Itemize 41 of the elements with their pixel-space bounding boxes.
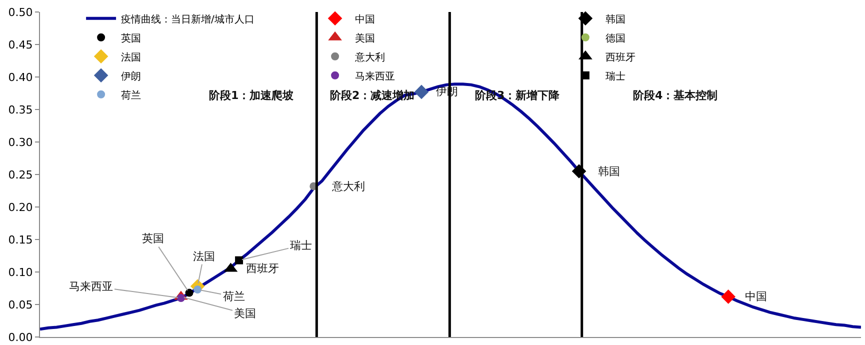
y-tick-label: 0.05 (8, 298, 33, 312)
y-tick-label: 0.40 (8, 70, 33, 84)
y-tick-label: 0.20 (8, 200, 33, 214)
legend-label: 马来西亚 (355, 70, 396, 82)
y-tick-label: 0.30 (8, 136, 33, 149)
y-tick-label: 0.35 (8, 103, 33, 116)
y-tick-label: 0.45 (8, 38, 33, 52)
legend-label: 英国 (121, 32, 142, 44)
legend-label: 韩国 (605, 13, 626, 26)
legend-label: 荷兰 (121, 89, 142, 102)
annotation: 荷兰 (223, 290, 245, 303)
annotation: 意大利 (331, 180, 365, 193)
point (185, 288, 194, 297)
annotation: 瑞士 (290, 239, 312, 252)
legend-label: 中国 (355, 13, 376, 26)
annotation: 美国 (234, 307, 256, 320)
annotation: 阶段4：基本控制 (633, 89, 718, 102)
point (721, 290, 736, 304)
y-tick-label: 0.10 (8, 266, 33, 279)
y-tick-label: 0.25 (8, 168, 33, 182)
point (414, 84, 429, 100)
legend-label: 德国 (605, 33, 626, 44)
annotation: 英国 (142, 232, 164, 245)
legend-label: 法国 (121, 51, 142, 64)
line-series (40, 82, 861, 331)
annotation: 西班牙 (246, 262, 279, 275)
legend-label: 瑞士 (605, 70, 626, 82)
y-tick-label: 0.50 (8, 6, 33, 19)
legend-label: 西班牙 (605, 51, 636, 64)
annotation: 韩国 (598, 165, 620, 178)
annotation: 法国 (193, 250, 215, 263)
annotation: 马来西亚 (69, 280, 113, 293)
y-tick-label: 0.00 (8, 330, 33, 344)
legend-label: 意大利 (354, 51, 386, 64)
annotation: 阶段1：加速爬坡 (209, 89, 295, 102)
y-tick-label: 0.15 (8, 233, 33, 246)
point (235, 256, 244, 264)
legend-label: 疫情曲线：当日新增/城市人口 (121, 13, 254, 26)
legend-label: 美国 (355, 32, 376, 44)
legend-label: 伊朗 (121, 70, 142, 82)
annotation: 中国 (745, 290, 767, 303)
